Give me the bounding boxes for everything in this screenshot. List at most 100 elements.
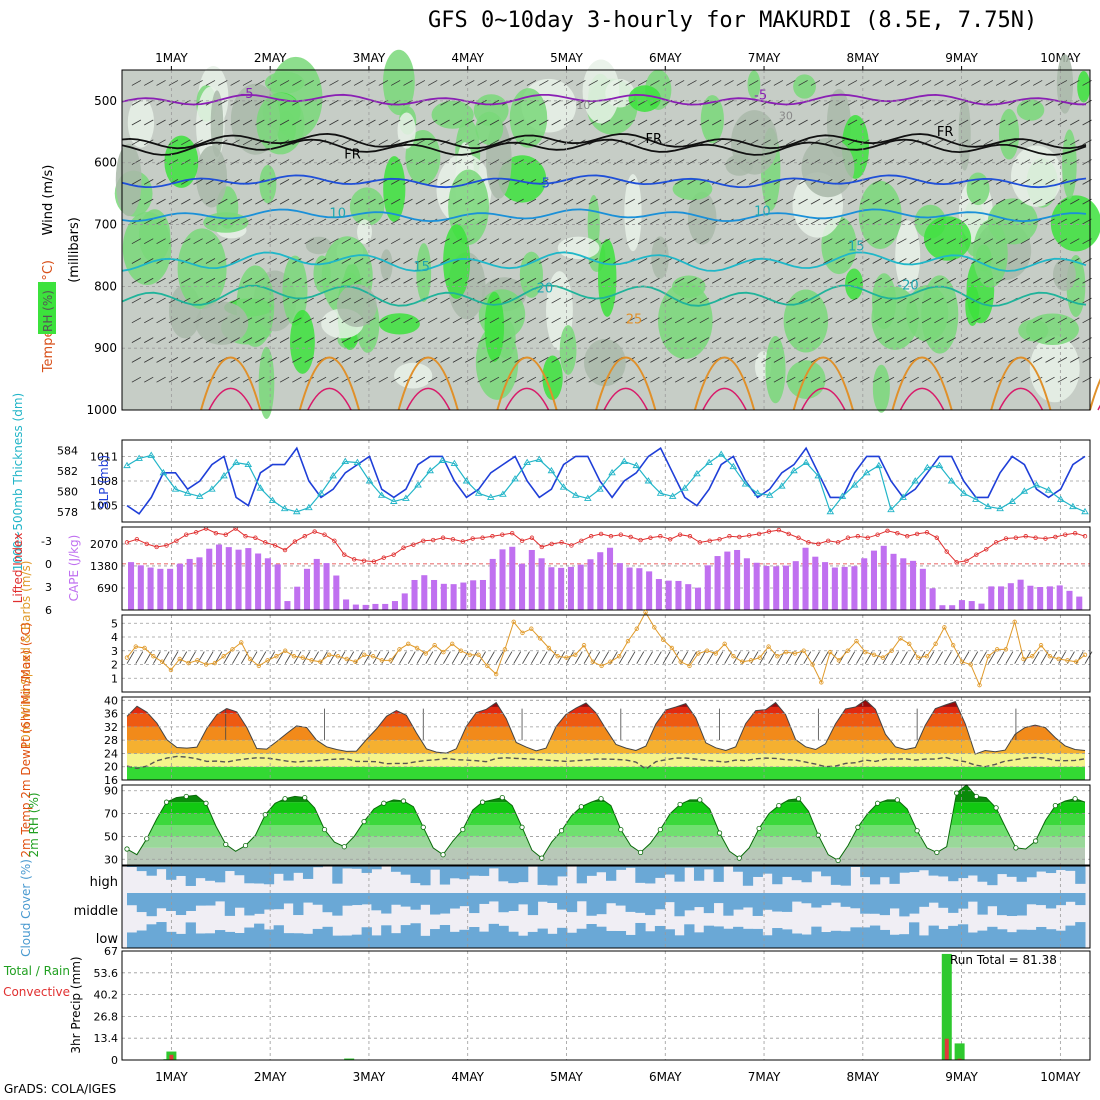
wind-barb (563, 238, 574, 245)
thickness-marker (438, 456, 447, 463)
cloud-low-bar (674, 935, 685, 948)
cloud-low-bar (742, 928, 754, 948)
wind-speed-marker (511, 619, 516, 625)
precip-tick: 53.6 (94, 967, 119, 980)
wind-barb (588, 179, 598, 185)
cloud-middle-bar (156, 893, 167, 909)
wind-barb (489, 317, 500, 324)
wind-barb (884, 277, 895, 284)
wind-barb (563, 277, 574, 284)
rh-marker (874, 800, 881, 806)
wind-barb-10m (926, 651, 935, 664)
rh-area (628, 85, 661, 112)
wind-barb (934, 159, 944, 165)
wind-barb (156, 198, 166, 205)
cloud-label-middle: middle (74, 904, 118, 919)
temperature-contour-25 (200, 356, 262, 411)
wind-speed-marker (1038, 643, 1044, 648)
wind-barb (588, 238, 598, 245)
wind-barb-10m (1058, 651, 1066, 664)
wind-barb (156, 119, 166, 126)
cape-bar (274, 564, 281, 610)
cloud-low-bar (957, 924, 969, 948)
cloud-high-bar (889, 866, 900, 884)
wind-barb-10m (812, 651, 820, 664)
wind-barb (650, 337, 660, 343)
wind-barb (1020, 337, 1031, 343)
cloud-high-bar (439, 866, 451, 885)
wind-barb (267, 218, 277, 225)
wind-barb (353, 277, 364, 284)
wind-barb (1008, 159, 1018, 165)
cape-bar (1037, 587, 1044, 610)
wind-barb (613, 159, 623, 165)
rh-marker (1052, 802, 1058, 809)
wind-barb (415, 258, 426, 264)
wind-barb-10m (205, 651, 214, 664)
cloud-middle-bar (967, 893, 978, 902)
wind-barb (428, 179, 438, 185)
cloud-middle-bar (381, 893, 392, 914)
wind-barb-10m (900, 651, 908, 664)
cape-bar (323, 563, 330, 610)
temperature-label: 10 (329, 207, 346, 222)
wind-barb (341, 317, 351, 324)
li-marker (282, 547, 288, 553)
wind-barb (1033, 376, 1043, 383)
wind-speed-marker (493, 671, 499, 677)
wind-barb (193, 119, 203, 126)
wind-barb (773, 317, 784, 324)
wind-barb-10m (363, 651, 372, 664)
wind-barb (440, 376, 450, 383)
wind-barb (662, 258, 672, 264)
wind-barb (304, 337, 314, 343)
rh-area (256, 92, 305, 155)
wind-barb (304, 119, 314, 126)
cape-bar (694, 587, 702, 610)
cloud-low-bar (576, 928, 587, 948)
date-label-bottom: 10MAY (1040, 1070, 1081, 1084)
cape-bar (235, 549, 242, 610)
wind-barb (1008, 80, 1018, 86)
temperature-label: FR (937, 125, 954, 140)
wind-barb (872, 297, 882, 304)
wind-barb (897, 218, 907, 225)
wind-barb-10m (935, 651, 943, 664)
temperature-label: -20 (532, 282, 553, 297)
cloud-middle-bar (1045, 893, 1057, 909)
wind-barb (1070, 317, 1080, 324)
wind-speed-marker (977, 682, 982, 688)
wind-barb (995, 297, 1006, 304)
cloud-high-bar (703, 866, 715, 870)
wind-barb (465, 376, 475, 383)
cloud-middle-bar (420, 893, 431, 905)
wind-barb-10m (987, 651, 996, 664)
cloud-high-bar (645, 866, 656, 884)
rh-marker (934, 849, 940, 856)
wind-barb (181, 238, 191, 245)
temperature-contour-25 (595, 356, 657, 411)
wind-barb (378, 179, 389, 185)
wind-barb (329, 198, 339, 205)
wind-barb (551, 238, 561, 245)
wind-barb (600, 159, 611, 165)
cape-bar (743, 558, 750, 610)
wind-barb (465, 238, 475, 245)
wind-barb (625, 218, 635, 225)
wind-barb (193, 139, 203, 146)
wind-barb (168, 159, 179, 165)
wind-barb (378, 317, 389, 324)
wind-barb (958, 139, 969, 146)
cloud-low-bar (332, 935, 343, 948)
wind-barb (242, 198, 253, 205)
thickness-marker (305, 503, 313, 511)
wind-barb (156, 277, 166, 284)
wind-barb (909, 297, 919, 304)
date-label-bottom: 9MAY (945, 1070, 978, 1084)
wind-barb (205, 357, 216, 363)
precip-convective-bar (169, 1054, 174, 1060)
cloud-middle-bar (674, 893, 685, 917)
wind-barb (810, 218, 821, 225)
wind-barb (551, 198, 561, 205)
